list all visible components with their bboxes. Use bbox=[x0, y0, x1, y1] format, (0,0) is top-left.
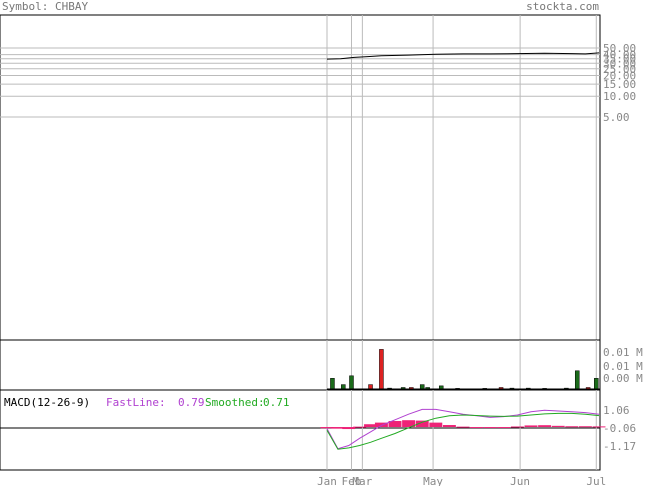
macd-histogram-bar bbox=[592, 426, 606, 428]
price-axis: 50.0040.0035.0030.0025.0020.0015.0010.00… bbox=[603, 42, 636, 124]
x-tick-label: Feb bbox=[342, 475, 362, 486]
macd-fastline-value: 0.79 bbox=[178, 396, 205, 409]
symbol-label: Symbol: CHBAY bbox=[2, 0, 89, 13]
macd-histogram-bar bbox=[402, 420, 416, 428]
macd-histogram-bar bbox=[364, 424, 377, 428]
macd-smoothed-value: 0.71 bbox=[263, 396, 290, 409]
price-tick-label: 20.00 bbox=[603, 69, 636, 82]
macd-title: MACD(12-26-9) bbox=[4, 396, 90, 409]
macd-axis: 1.06 -0.06 -1.17 bbox=[603, 404, 636, 453]
macd-histogram-bar bbox=[483, 427, 497, 429]
price-tick-label: 35.00 bbox=[603, 53, 636, 66]
macd-histogram-bar bbox=[442, 425, 456, 428]
x-tick-label: Jan bbox=[317, 475, 337, 486]
macd-histogram-bar bbox=[470, 427, 484, 429]
macd-histogram-bar bbox=[342, 427, 356, 430]
volume-bar bbox=[349, 375, 354, 390]
macd-histogram-bar bbox=[388, 421, 402, 428]
macd-histogram-bar bbox=[415, 420, 429, 428]
macd-smoothed-label: Smoothed: bbox=[205, 396, 265, 409]
macd-histogram-bar bbox=[538, 425, 552, 428]
volume-axis: 0.01 M0.01 M0.00 M bbox=[603, 346, 643, 385]
macd-histogram-bar bbox=[524, 425, 538, 428]
price-tick-label: 25.00 bbox=[603, 63, 636, 76]
volume-vertical-grid bbox=[326, 340, 597, 390]
macd-tick-label: -0.06 bbox=[603, 422, 636, 435]
macd-panel bbox=[0, 389, 601, 471]
volume-bar bbox=[594, 378, 599, 390]
price-line bbox=[326, 52, 600, 60]
macd-histogram-bar bbox=[429, 422, 443, 428]
volume-bar bbox=[419, 384, 425, 390]
volume-bar bbox=[379, 349, 384, 390]
volume-tick-label: 0.01 M bbox=[603, 346, 643, 359]
volume-tick-label: 0.00 M bbox=[603, 372, 643, 385]
macd-histogram-bar bbox=[320, 427, 334, 429]
price-tick-label: 50.00 bbox=[603, 42, 636, 55]
macd-histogram-bar bbox=[374, 422, 388, 428]
volume-bar bbox=[330, 378, 335, 390]
macd-tick-label: 1.06 bbox=[603, 404, 630, 417]
macd-histogram-bar bbox=[510, 426, 524, 428]
macd-fastline bbox=[326, 408, 600, 450]
macd-histogram-bar bbox=[331, 427, 345, 429]
macd-histogram-bar bbox=[551, 425, 565, 428]
price-tick-label: 15.00 bbox=[603, 78, 636, 91]
price-tick-label: 30.00 bbox=[603, 57, 636, 70]
volume-bar bbox=[341, 384, 346, 390]
price-grid bbox=[0, 47, 600, 118]
volume-bar bbox=[368, 384, 373, 390]
price-vertical-grid bbox=[326, 15, 597, 340]
macd-histogram-bar bbox=[497, 427, 511, 429]
volume-panel bbox=[0, 339, 601, 391]
macd-vertical-grid bbox=[326, 390, 597, 470]
macd-fastline-label: FastLine: bbox=[106, 396, 166, 409]
x-tick-label: Jul bbox=[586, 475, 606, 486]
x-tick-label: May bbox=[423, 475, 443, 486]
volume-tick-label: 0.01 M bbox=[603, 360, 643, 373]
x-tick-label: Jun bbox=[510, 475, 530, 486]
macd-histogram-bar bbox=[353, 426, 367, 428]
macd-tick-label: -1.17 bbox=[603, 440, 636, 453]
macd-histogram-bar bbox=[578, 426, 592, 428]
x-tick-label: Mar bbox=[352, 475, 372, 486]
macd-smoothed-line bbox=[326, 412, 600, 450]
price-tick-label: 40.00 bbox=[603, 49, 636, 62]
macd-histogram bbox=[320, 420, 606, 430]
volume-bar bbox=[574, 370, 580, 390]
site-name[interactable]: stockta.com bbox=[526, 0, 599, 13]
price-tick-label: 10.00 bbox=[603, 90, 636, 103]
macd-histogram-bar bbox=[456, 426, 470, 428]
macd-histogram-bar bbox=[565, 426, 579, 428]
price-tick-label: 5.00 bbox=[603, 111, 630, 124]
volume-bars bbox=[327, 349, 600, 390]
